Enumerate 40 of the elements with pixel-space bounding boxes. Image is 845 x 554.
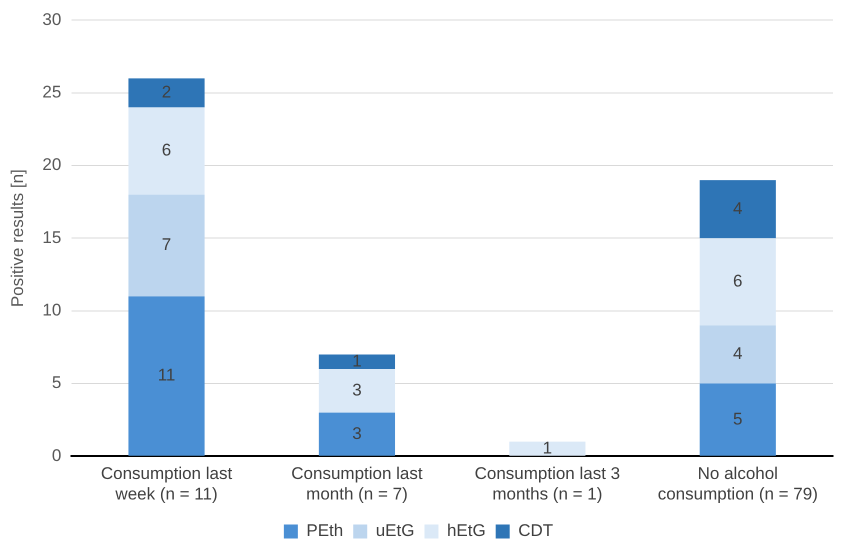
data-label: 4 — [733, 344, 743, 364]
legend-label: CDT — [518, 521, 554, 540]
data-label: 1 — [352, 351, 362, 370]
x-tick-label: Consumption last month (n = 7) — [291, 464, 423, 504]
bar — [128, 107, 205, 195]
y-tick-label: 20 — [42, 155, 62, 174]
bar — [318, 412, 396, 456]
data-label: 2 — [162, 82, 172, 102]
x-tick-label: Consumption last 3 months (n = 1) — [474, 464, 620, 504]
bar — [128, 194, 205, 296]
bar — [128, 78, 205, 108]
y-tick-label: 10 — [42, 300, 62, 320]
bar — [509, 442, 586, 456]
data-label: 7 — [162, 235, 172, 254]
data-label: 6 — [162, 140, 172, 160]
bar — [700, 238, 776, 326]
data-label: 5 — [733, 409, 743, 428]
data-label: 3 — [352, 380, 362, 400]
bar — [700, 180, 776, 238]
data-label: 1 — [542, 438, 552, 458]
bar — [700, 384, 776, 456]
legend-label: hEtG — [446, 521, 486, 540]
legend-label: PEth — [306, 521, 344, 540]
bar — [318, 354, 396, 369]
y-tick-label: 15 — [42, 228, 62, 247]
bar — [128, 296, 205, 456]
data-label: 4 — [733, 198, 743, 218]
y-tick-label: 5 — [52, 373, 62, 392]
x-tick-label: Consumption last week (n = 11) — [100, 464, 232, 504]
x-tick-label: No alcohol consumption (n = 79) — [658, 464, 818, 504]
y-tick-label: 25 — [42, 82, 62, 102]
bar — [700, 325, 776, 384]
y-tick-label: 30 — [42, 10, 62, 29]
data-label: 3 — [352, 424, 362, 443]
y-axis-title: Positive results [n] — [8, 169, 27, 308]
data-label: 6 — [733, 271, 743, 290]
bar — [318, 369, 396, 413]
y-tick-label: 0 — [52, 446, 62, 465]
data-label: 11 — [158, 366, 176, 385]
legend-label: uEtG — [376, 521, 414, 540]
